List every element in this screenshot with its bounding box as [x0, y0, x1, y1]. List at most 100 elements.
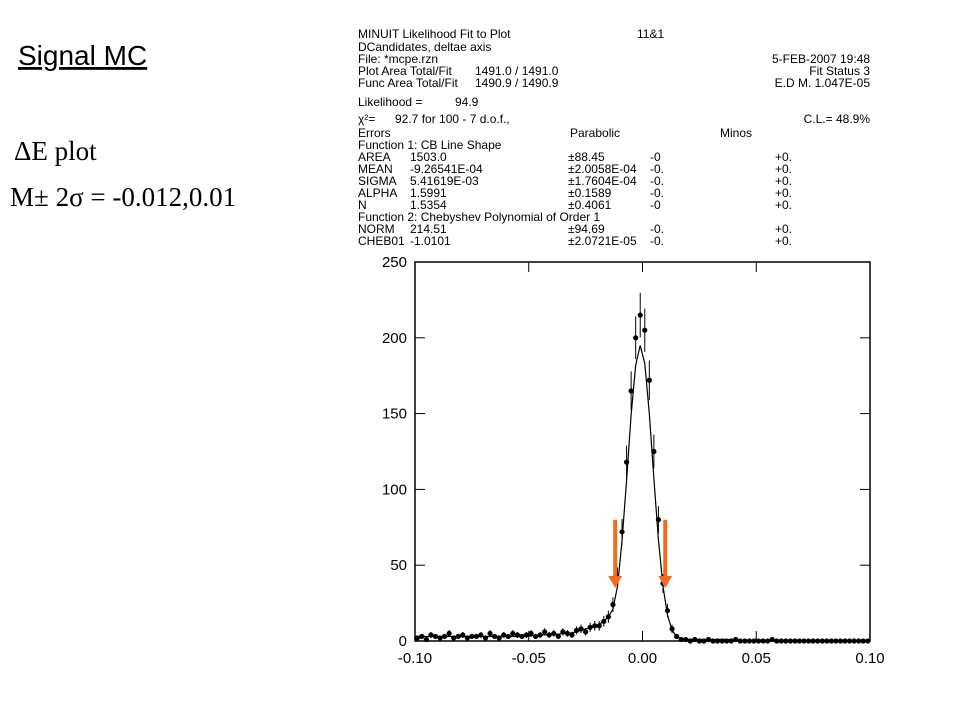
fit-text: -0.	[650, 186, 664, 200]
y-tick-label: 150	[382, 406, 407, 423]
fit-text: Errors	[358, 126, 391, 140]
fit-text: AREA	[358, 150, 391, 164]
data-point	[446, 630, 452, 637]
data-point	[778, 638, 784, 644]
fit-text: CHEB01	[358, 234, 405, 248]
data-point	[751, 638, 757, 644]
data-point	[755, 638, 762, 644]
fit-text: MINUIT Likelihood Fit to Plot	[358, 27, 511, 41]
fit-text: 1.5354	[410, 198, 447, 212]
x-tick-label: -0.05	[512, 650, 546, 667]
fit-text: ±0.1589	[568, 186, 612, 200]
data-point	[646, 377, 652, 383]
y-tick-label: 250	[382, 254, 407, 271]
fit-text: ±2.0721E-05	[568, 234, 637, 248]
data-point	[510, 630, 516, 637]
fit-text: ±94.69	[568, 222, 605, 236]
fit-text: -0	[650, 198, 661, 212]
data-point	[642, 327, 648, 333]
x-tick-label: -0.10	[398, 650, 432, 667]
data-point	[746, 638, 753, 644]
fit-text: Func Area Total/Fit	[358, 76, 458, 90]
data-point	[737, 638, 743, 644]
fit-text: Function 1: CB Line Shape	[358, 138, 502, 152]
fit-text: DCandidates, deltae axis	[358, 40, 491, 54]
fit-text: 5-FEB-2007 19:48	[772, 52, 870, 66]
fit-text: 1.5991	[410, 186, 447, 200]
slide-line: M± 2σ = -0.012,0.01	[10, 182, 236, 212]
data-point	[769, 636, 775, 643]
plot-frame	[414, 261, 871, 642]
fit-text: -0.	[650, 222, 664, 236]
fit-text: Function 2: Chebyshev Polynomial of Orde…	[358, 210, 600, 224]
data-point	[583, 629, 589, 635]
fit-text: ±1.7604E-04	[568, 174, 637, 188]
data-point	[783, 638, 789, 644]
fit-text: 1490.9 / 1490.9	[475, 76, 559, 90]
fit-text: 94.9	[455, 95, 479, 109]
data-point	[792, 638, 798, 644]
fit-text: +0.	[775, 186, 792, 200]
y-tick-label: 0	[399, 633, 407, 650]
y-tick-label: 200	[382, 330, 407, 347]
data-point	[774, 638, 780, 644]
data-point	[542, 629, 548, 635]
data-point	[765, 638, 771, 644]
fit-text: +0.	[775, 198, 792, 212]
data-point	[760, 638, 766, 644]
slide-line: ΔE plot	[14, 136, 97, 166]
x-tick-label: 0.10	[855, 650, 884, 667]
fit-text: MEAN	[358, 162, 393, 176]
fit-text: Plot Area Total/Fit	[358, 64, 452, 78]
fit-text: ALPHA	[358, 186, 397, 200]
fit-text: 5.41619E-03	[410, 174, 479, 188]
fit-curve	[417, 345, 868, 642]
data-point	[633, 335, 639, 341]
arrow-head	[658, 575, 673, 588]
fit-text: ±88.45	[568, 150, 605, 164]
fit-text: 1503.0	[410, 150, 447, 164]
fit-text: -1.0101	[410, 234, 451, 248]
fit-text: 11&1	[637, 27, 664, 41]
y-tick-label: 50	[390, 557, 407, 574]
fit-text: ±2.0058E-04	[568, 162, 637, 176]
data-point	[787, 638, 793, 644]
data-point	[528, 630, 534, 637]
arrow-head	[608, 575, 623, 588]
y-tick-label: 100	[382, 481, 407, 498]
slide-title: Signal MC	[18, 40, 147, 71]
fit-text: SIGMA	[358, 174, 397, 188]
fit-text: Fit Status 3	[809, 64, 870, 78]
data-point	[569, 632, 575, 638]
fit-text: NORM	[358, 222, 395, 236]
data-point	[532, 633, 539, 640]
fit-text: +0.	[775, 234, 792, 248]
fit-text: +0.	[775, 222, 792, 236]
fit-text: +0.	[775, 150, 792, 164]
fit-text: Parabolic	[570, 126, 620, 140]
fit-text: +0.	[775, 174, 792, 188]
fit-text: +0.	[775, 162, 792, 176]
fit-text: 92.7 for 100 - 7 d.o.f.,	[395, 112, 510, 126]
fit-text: ±0.4061	[568, 198, 612, 212]
fit-text: Minos	[720, 126, 752, 140]
data-point	[796, 638, 803, 644]
fit-text: -0	[650, 150, 661, 164]
fit-text: -0.	[650, 174, 664, 188]
fit-text: N	[358, 198, 367, 212]
data-point	[551, 630, 557, 637]
data-point	[423, 636, 429, 643]
fit-text: -9.26541E-04	[410, 162, 483, 176]
x-tick-label: 0.00	[628, 650, 657, 667]
fit-text: C.L.= 48.9%	[804, 112, 871, 126]
data-point	[487, 630, 493, 637]
fit-text: E.D M. 1.047E-05	[775, 76, 871, 90]
data-point	[628, 388, 634, 394]
data-point	[637, 312, 643, 318]
x-tick-label: 0.05	[742, 650, 771, 667]
fit-text: -0.	[650, 234, 664, 248]
fit-text: Likelihood =	[358, 95, 422, 109]
fit-text: File: *mcpe.rzn	[358, 52, 438, 66]
data-point	[865, 638, 871, 644]
